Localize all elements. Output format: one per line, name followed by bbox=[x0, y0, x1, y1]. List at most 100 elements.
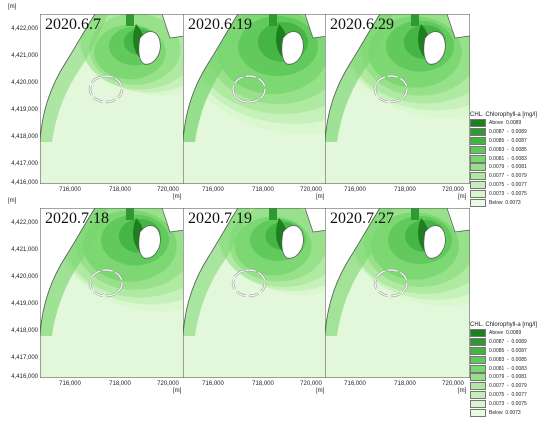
legend-range-label: 0.0077 - 0.0079 bbox=[489, 173, 527, 180]
y-unit-label: [m] bbox=[8, 198, 17, 204]
river-outlet-spot bbox=[269, 208, 277, 220]
x-tick-label: 720,000 bbox=[157, 187, 179, 193]
map-canvas bbox=[40, 14, 185, 184]
legend-swatch bbox=[470, 390, 486, 399]
legend-range-label: Above 0.0089 bbox=[489, 330, 522, 337]
legend-row: 0.0077 - 0.0079 bbox=[470, 382, 550, 391]
legend-row: 0.0079 - 0.0081 bbox=[470, 163, 550, 172]
map-panel: 2020.6.7 bbox=[40, 14, 185, 184]
legend-swatch bbox=[470, 382, 486, 391]
river-outlet-spot bbox=[269, 14, 277, 26]
coastline bbox=[325, 208, 381, 337]
legend-range-label: 0.0079 - 0.0081 bbox=[489, 164, 527, 171]
legend-range-label: 0.0081 - 0.0083 bbox=[489, 155, 527, 162]
breakwater-ring-inner bbox=[232, 269, 266, 297]
legend-range-label: 0.0081 - 0.0083 bbox=[489, 365, 527, 372]
legend-row: 0.0077 - 0.0079 bbox=[470, 172, 550, 181]
x-tick-label: 716,000 bbox=[202, 381, 224, 387]
y-tick-label: 4,420,000 bbox=[11, 274, 38, 280]
y-tick-label: 4,422,000 bbox=[11, 26, 38, 32]
y-tick-label: 4,416,000 bbox=[11, 180, 38, 186]
coastal-chlorophyll-band bbox=[325, 14, 393, 142]
map-panel: 2020.6.19 bbox=[183, 14, 328, 184]
legend-swatch bbox=[470, 172, 486, 181]
y-unit-label: [m] bbox=[8, 4, 17, 10]
panel-date-label: 2020.6.19 bbox=[188, 16, 252, 33]
x-unit-label: [m] bbox=[458, 194, 467, 200]
panel-date-label: 2020.6.29 bbox=[330, 16, 394, 33]
legend-swatch bbox=[470, 408, 486, 417]
x-tick-label: 720,000 bbox=[442, 187, 464, 193]
breakwater-ring-inner bbox=[374, 75, 408, 103]
legend-range-label: Above 0.0089 bbox=[489, 120, 522, 127]
y-tick-label: 4,419,000 bbox=[11, 107, 38, 113]
coastal-chlorophyll-band bbox=[183, 14, 251, 142]
y-tick-label: 4,422,000 bbox=[11, 220, 38, 226]
map-canvas bbox=[325, 208, 470, 378]
legend-swatch bbox=[470, 346, 486, 355]
legend-range-label: Below 0.0073 bbox=[489, 409, 521, 416]
legend-row: 0.0085 - 0.0087 bbox=[470, 136, 550, 146]
x-tick-label: 718,000 bbox=[394, 187, 416, 193]
y-tick-label: 4,421,000 bbox=[11, 247, 38, 253]
panel-frame bbox=[325, 14, 470, 184]
y-tick-label: 4,418,000 bbox=[11, 134, 38, 140]
legend-range-label: 0.0079 - 0.0081 bbox=[489, 374, 527, 381]
island bbox=[138, 31, 161, 65]
breakwater-ring-inner bbox=[89, 269, 123, 297]
legend-row: 0.0083 - 0.0085 bbox=[470, 355, 550, 364]
land-block bbox=[161, 14, 185, 39]
legend-row: 0.0087 - 0.0089 bbox=[470, 338, 550, 347]
legend-swatch bbox=[470, 329, 486, 338]
x-tick-label: 720,000 bbox=[300, 187, 322, 193]
legend-row: Below 0.0073 bbox=[470, 198, 550, 207]
x-tick-label: 718,000 bbox=[394, 381, 416, 387]
legend-row: 0.0087 - 0.0089 bbox=[470, 128, 550, 137]
x-tick-label: 716,000 bbox=[202, 187, 224, 193]
panel-date-label: 2020.7.27 bbox=[330, 210, 394, 227]
coastal-chlorophyll-band bbox=[40, 14, 108, 142]
chlorophyll-legend: CHL. Chlorophyll-a [mg/l] Above 0.0089 0.0… bbox=[470, 322, 550, 417]
land-block bbox=[446, 208, 470, 233]
coastline bbox=[40, 14, 96, 143]
y-tick-label: 4,417,000 bbox=[11, 355, 38, 361]
x-tick-label: 718,000 bbox=[252, 187, 274, 193]
legend-row: 0.0073 - 0.0075 bbox=[470, 189, 550, 198]
x-unit-label: [m] bbox=[458, 388, 467, 394]
legend-swatch bbox=[470, 128, 486, 137]
legend-row: 0.0073 - 0.0075 bbox=[470, 399, 550, 408]
x-tick-label: 720,000 bbox=[442, 381, 464, 387]
legend-row: 0.0075 - 0.0077 bbox=[470, 390, 550, 400]
map-canvas bbox=[183, 14, 328, 184]
legend-swatch bbox=[470, 180, 486, 189]
x-tick-label: 716,000 bbox=[344, 187, 366, 193]
x-unit-label: [m] bbox=[173, 194, 182, 200]
breakwater-ring-inner bbox=[89, 75, 123, 103]
legend-range-label: 0.0085 - 0.0087 bbox=[489, 137, 527, 144]
map-canvas bbox=[40, 208, 185, 378]
legend-row: 0.0079 - 0.0081 bbox=[470, 373, 550, 382]
y-tick-label: 4,417,000 bbox=[11, 161, 38, 167]
coastal-chlorophyll-band bbox=[40, 208, 108, 336]
map-panel: 2020.7.18 bbox=[40, 208, 185, 378]
x-tick-label: 718,000 bbox=[109, 187, 131, 193]
island bbox=[423, 31, 446, 65]
legend-swatch bbox=[470, 189, 486, 198]
legend-swatch bbox=[470, 355, 486, 364]
land-block bbox=[446, 14, 470, 39]
legend-row: 0.0081 - 0.0083 bbox=[470, 154, 550, 163]
y-tick-label: 4,418,000 bbox=[11, 328, 38, 334]
y-tick-label: 4,416,000 bbox=[11, 374, 38, 380]
legend-range-label: 0.0087 - 0.0089 bbox=[489, 339, 527, 346]
river-outlet-spot bbox=[126, 208, 134, 220]
legend-range-label: 0.0083 - 0.0085 bbox=[489, 356, 527, 363]
river-outlet-spot bbox=[126, 14, 134, 26]
x-tick-label: 716,000 bbox=[59, 381, 81, 387]
legend-swatch bbox=[470, 364, 486, 373]
river-outlet-spot bbox=[411, 208, 419, 220]
island bbox=[281, 31, 304, 65]
y-tick-label: 4,420,000 bbox=[11, 80, 38, 86]
land-block bbox=[304, 14, 328, 39]
legend-swatch bbox=[470, 163, 486, 172]
x-unit-label: [m] bbox=[173, 388, 182, 394]
